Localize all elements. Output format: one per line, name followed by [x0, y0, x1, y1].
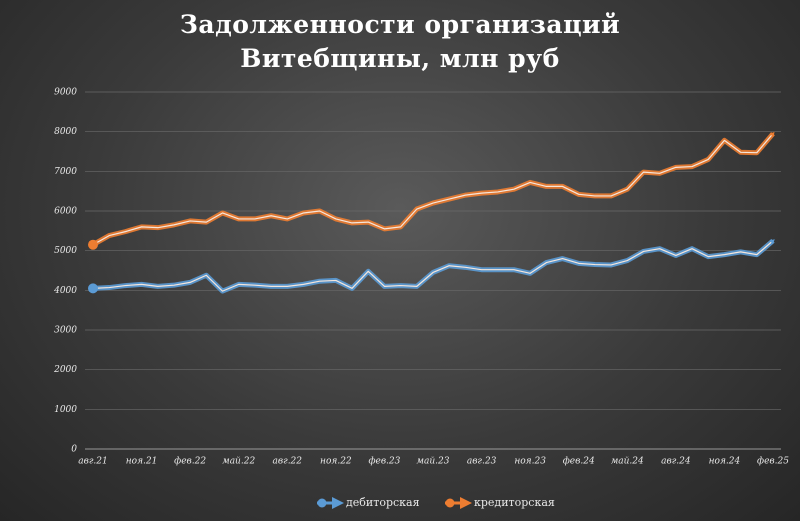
y-tick-label: 4000	[53, 286, 77, 296]
x-tick-label: ноя.23	[514, 457, 546, 467]
legend-dot	[445, 498, 455, 508]
legend-label: кредиторская	[474, 496, 555, 509]
chart-title: Задолженности организаций Витебщины, млн…	[179, 10, 621, 73]
x-tick-label: фев.22	[174, 457, 206, 467]
series-line	[92, 131, 775, 246]
y-tick-label: 0	[71, 445, 77, 455]
y-tick-label: 9000	[54, 88, 77, 98]
series-glow	[91, 132, 775, 247]
start-marker	[88, 283, 98, 294]
x-tick-label: авг.24	[661, 457, 691, 467]
x-tick-label: май.23	[417, 457, 450, 467]
y-tick-label: 8000	[54, 127, 77, 137]
x-tick-label: май.24	[611, 457, 644, 467]
y-tick-label: 7000	[54, 167, 77, 177]
x-tick-label: авг.23	[467, 457, 497, 467]
y-tick-label: 6000	[54, 207, 77, 217]
x-tick-label: ноя.21	[126, 457, 158, 467]
x-tick-label: фев.25	[757, 457, 789, 467]
y-tick-label: 3000	[54, 326, 77, 336]
x-tick-label: авг.21	[78, 457, 107, 467]
legend-dot	[317, 498, 327, 508]
series-glow	[92, 238, 775, 294]
y-tick-label: 5000	[54, 246, 77, 256]
y-tick-label: 2000	[53, 365, 77, 375]
y-tick-label: 1000	[54, 405, 77, 415]
x-tick-label: май.22	[222, 457, 255, 467]
x-tick-label: фев.24	[563, 457, 595, 467]
x-tick-label: фев.23	[368, 457, 400, 467]
x-tick-label: ноя.22	[320, 457, 352, 467]
legend-label: дебиторская	[346, 496, 420, 509]
series-line	[92, 239, 775, 292]
start-marker	[88, 239, 98, 250]
x-tick-label: авг.22	[273, 457, 303, 467]
x-tick-label: ноя.24	[709, 457, 741, 467]
